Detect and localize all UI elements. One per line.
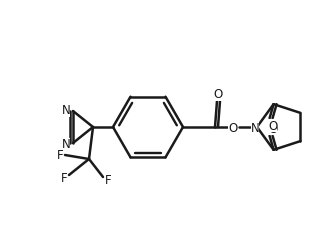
Text: F: F: [105, 174, 111, 187]
Text: N: N: [62, 138, 70, 151]
Text: O: O: [268, 119, 277, 132]
Text: O: O: [268, 123, 277, 136]
Text: O: O: [214, 88, 223, 101]
Text: F: F: [57, 149, 63, 162]
Text: N: N: [251, 121, 259, 134]
Text: F: F: [61, 172, 67, 185]
Text: N: N: [62, 104, 70, 117]
Text: N: N: [251, 121, 259, 134]
Text: O: O: [228, 121, 238, 134]
